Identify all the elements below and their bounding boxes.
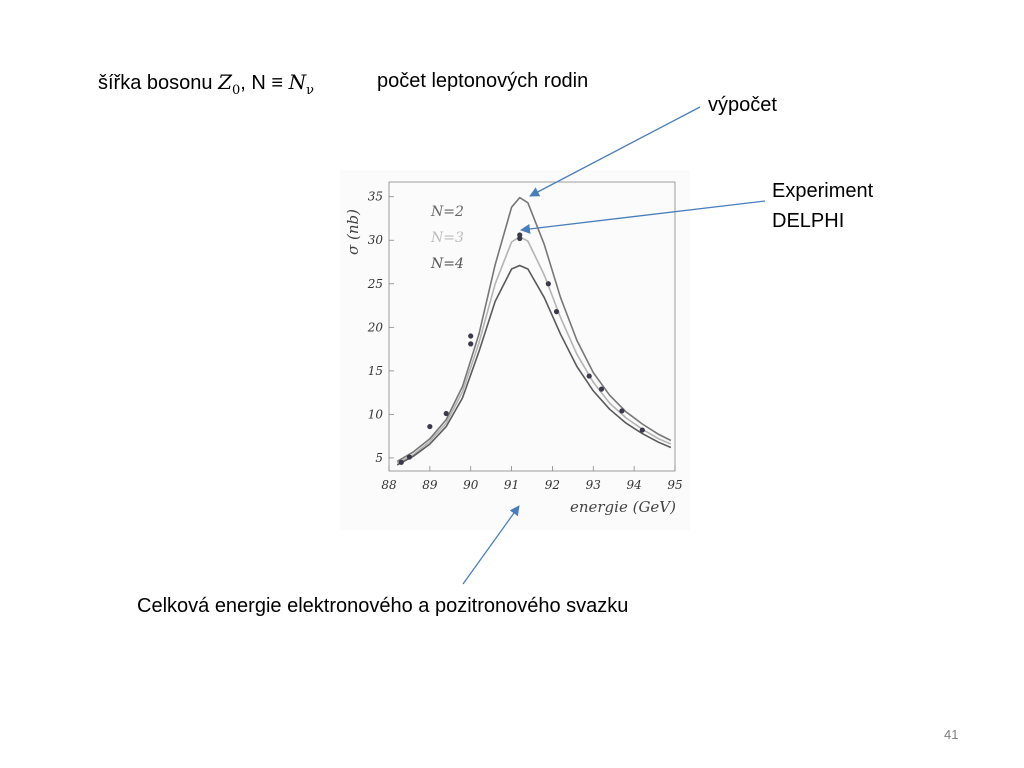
- arrow-experiment: [520, 200, 766, 234]
- title-prefix: šířka bosonu: [98, 72, 213, 94]
- x-tick-label: 91: [504, 478, 519, 492]
- legend-label: N=3: [430, 230, 464, 246]
- n-nu-symbol: Nν: [288, 70, 315, 98]
- label-experiment-line1: Experiment: [772, 180, 874, 202]
- plot-frame: [388, 181, 676, 472]
- data-point: [598, 386, 605, 392]
- slide-title: šířka bosonu Z0, N ≡ Nν: [98, 70, 314, 98]
- z-boson-symbol: Z0: [218, 70, 241, 98]
- y-tick-label: 35: [368, 190, 383, 204]
- data-point: [619, 408, 625, 414]
- data-point: [639, 427, 645, 433]
- y-tick-label: 20: [367, 320, 384, 334]
- arrow-energy: [462, 505, 520, 585]
- curve-n3: [396, 236, 672, 464]
- data-point: [553, 309, 560, 315]
- curve-n2: [396, 196, 672, 463]
- label-energy: Celková energie elektronového a pozitron…: [137, 595, 629, 617]
- data-point: [468, 341, 474, 347]
- legend-label: N=4: [430, 256, 464, 272]
- data-point: [443, 410, 449, 417]
- data-point: [427, 423, 433, 430]
- data-point: [468, 333, 474, 339]
- curve-n4: [396, 264, 672, 466]
- y-tick-label: 30: [368, 233, 384, 247]
- x-tick-label: 94: [627, 478, 642, 492]
- data-point: [398, 459, 404, 465]
- title-right-text: počet leptonových rodin: [377, 70, 589, 92]
- label-experiment: Experiment DELPHI: [772, 176, 873, 236]
- y-tick-label: 5: [375, 451, 383, 465]
- x-axis-label: energie (GeV): [570, 498, 676, 516]
- legend-label: N=2: [430, 204, 464, 220]
- x-tick-label: 92: [545, 478, 560, 492]
- x-tick-label: 95: [667, 478, 682, 492]
- y-tick-label: 25: [367, 277, 383, 291]
- arrow-calc: [529, 106, 701, 197]
- data-point: [406, 454, 413, 460]
- x-tick-label: 89: [422, 478, 438, 492]
- chart-background: [340, 170, 690, 530]
- page-number: 41: [944, 727, 959, 742]
- x-tick-label: 93: [586, 478, 602, 492]
- data-point: [517, 235, 523, 242]
- label-calculation: výpočet: [708, 94, 777, 116]
- y-axis-label: σ (nb): [344, 209, 362, 255]
- x-tick-label: 90: [463, 478, 479, 492]
- data-point: [586, 373, 592, 379]
- y-tick-label: 15: [368, 364, 383, 378]
- title-equiv: , N ≡: [240, 72, 284, 94]
- x-tick-label: 88: [381, 478, 397, 492]
- label-experiment-line2: DELPHI: [772, 210, 845, 232]
- data-point: [545, 281, 551, 287]
- y-tick-label: 10: [368, 407, 384, 421]
